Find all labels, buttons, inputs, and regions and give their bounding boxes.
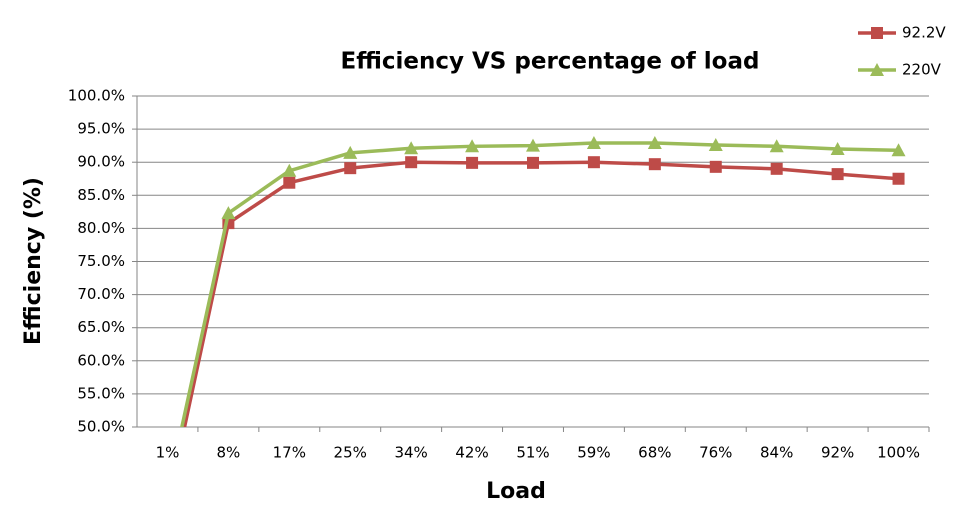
marker [527,156,539,169]
marker [405,156,418,169]
x-tick-label: 92% [821,444,854,462]
chart-title: Efficiency VS percentage of load [341,49,760,75]
marker [648,158,661,171]
y-tick-label: 50.0% [77,418,125,436]
x-tick-label: 8% [216,444,240,462]
marker [891,143,906,157]
y-tick-label: 65.0% [77,318,125,336]
x-tick-label: 42% [455,444,488,462]
y-tick-label: 55.0% [77,384,125,402]
marker [161,500,173,512]
y-tick-label: 70.0% [77,285,125,303]
x-tick-label: 76% [699,444,732,462]
marker [586,136,601,150]
y-tick-label: 100.0% [68,87,125,105]
marker [526,138,540,152]
y-tick-label: 90.0% [77,153,125,171]
x-tick-label: 68% [638,444,671,462]
x-tick-label: 84% [760,444,793,462]
marker [283,176,296,189]
marker [465,139,480,153]
marker [221,206,236,220]
marker [831,168,844,181]
marker [343,145,358,159]
y-axis-title: Efficiency (%) [21,177,46,345]
marker [892,172,905,185]
x-tick-label: 25% [334,444,367,462]
y-tick-label: 60.0% [77,351,125,369]
marker [404,141,419,155]
marker [708,137,723,151]
legend-label: 92.2V [902,24,946,42]
marker [770,162,783,175]
marker [870,63,884,76]
x-tick-label: 59% [577,444,610,462]
marker [466,156,479,169]
x-axis-title: Load [486,479,546,504]
y-tick-label: 85.0% [77,186,125,204]
x-tick-label: 100% [877,444,920,462]
marker [647,136,662,150]
marker [344,162,357,175]
marker [769,139,784,153]
y-tick-label: 95.0% [77,120,125,138]
x-tick-label: 17% [273,444,306,462]
marker [871,27,883,39]
y-tick-label: 80.0% [77,219,125,237]
marker [709,160,722,173]
y-tick-label: 75.0% [77,252,125,270]
legend-label: 220V [902,61,942,79]
plot-area [160,136,906,512]
x-tick-label: 34% [394,444,427,462]
marker [160,486,174,499]
x-tick-label: 51% [516,444,549,462]
x-tick-label: 1% [156,444,180,462]
marker [282,163,297,177]
marker [587,156,600,169]
marker [830,141,845,155]
